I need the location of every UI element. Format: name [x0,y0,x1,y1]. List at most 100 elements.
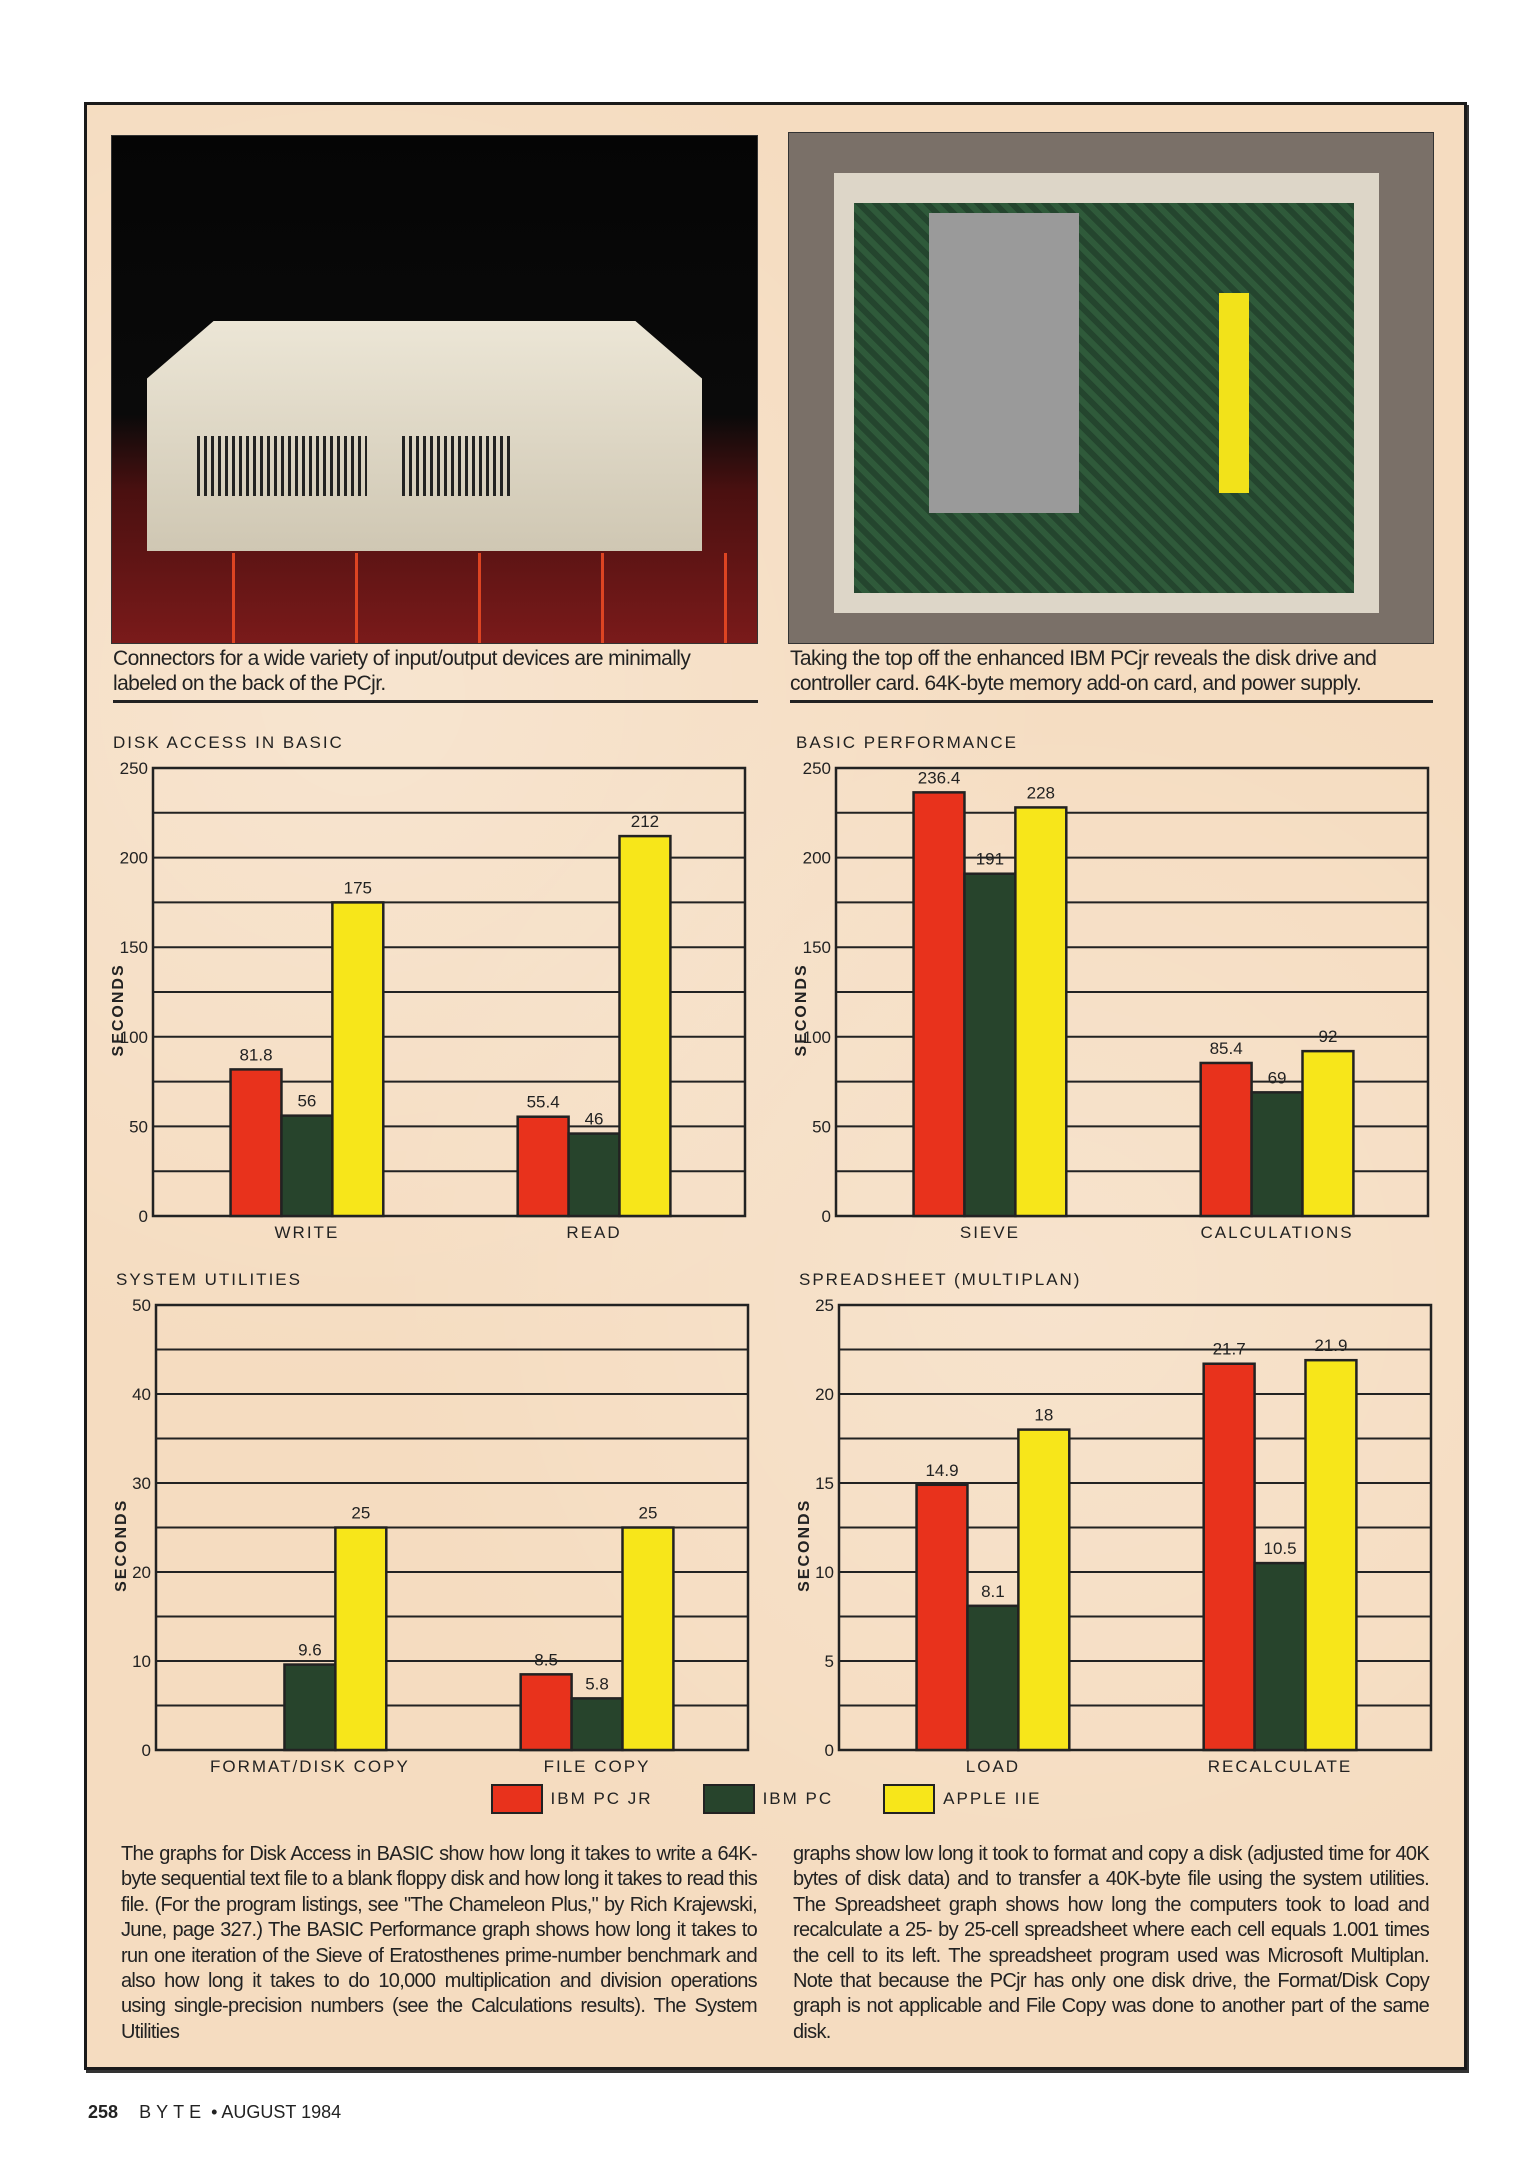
legend-swatch [702,1784,755,1814]
data-label: 92 [1318,1027,1337,1046]
disk-access-chart: DISK ACCESS IN BASIC 0 50 100 150 200 250 SECON… [110,733,747,1242]
data-label: 21.7 [1213,1340,1246,1359]
y-axis-label: SECONDS [110,963,127,1056]
bar [618,834,672,1218]
plot-frame [837,1303,1433,1752]
y-tick-label: 150 [120,938,148,957]
footer-separator: • [211,2102,218,2122]
data-label: 8.1 [981,1582,1005,1601]
bar [1301,1049,1355,1218]
data-label: 81.8 [239,1045,272,1064]
bar [1199,1061,1253,1218]
bar [229,1068,283,1218]
y-tick-label: 0 [822,1207,831,1226]
bar [1304,1358,1358,1752]
y-tick-label: 0 [825,1741,834,1760]
bar [966,1604,1020,1752]
y-tick-label: 0 [139,1207,148,1226]
bar [1202,1362,1256,1752]
data-label: 56 [297,1092,316,1111]
legend-label: IBM PC JR [550,1789,653,1808]
bar [1250,1091,1304,1218]
bar [334,1526,388,1752]
plot-frame [154,1303,750,1752]
y-tick-label: 30 [132,1474,151,1493]
system-utilities-chart: SYSTEM UTILITIES 0 10 20 30 40 50 SECONDS FORMAT… [113,1270,750,1776]
data-label: 236.4 [918,768,961,787]
body-text-right: graphs show low long it took to format a… [793,1843,1430,2043]
bar [516,1115,570,1218]
bar [1017,1428,1071,1752]
y-tick-label: 50 [812,1117,831,1136]
data-label: 8.5 [534,1650,558,1669]
y-tick-label: 50 [132,1296,151,1315]
category-label: SIEVE [960,1223,1020,1242]
y-tick-label: 200 [803,849,831,868]
data-label: 46 [585,1110,604,1129]
page-number: 258 [88,2102,119,2122]
category-label: LOAD [966,1757,1020,1776]
divider [113,700,758,703]
legend-item-ibm-pc-jr: IBM PC JR [490,1784,653,1814]
data-label: 18 [1034,1406,1053,1425]
magazine-name: BYTE [139,2102,207,2122]
data-label: 9.6 [298,1641,322,1660]
category-label: FORMAT/DISK COPY [210,1757,410,1776]
data-label: 69 [1268,1068,1287,1087]
y-axis-label: SECONDS [796,1499,813,1592]
category-label: RECALCULATE [1208,1757,1353,1776]
y-tick-label: 25 [815,1296,834,1315]
data-label: 21.9 [1314,1336,1347,1355]
bar [570,1697,624,1752]
photo-caption-left: Connectors for a wide variety of input/o… [113,647,691,695]
y-axis-label: SECONDS [113,1499,130,1592]
legend-item-ibm-pc: IBM PC [702,1784,834,1814]
y-tick-label: 200 [120,849,148,868]
y-tick-label: 20 [132,1563,151,1582]
legend-swatch [490,1784,543,1814]
photo-caption-right: Taking the top off the enhanced IBM PCjr… [790,647,1377,695]
pcjr-back-photo [111,135,758,644]
legend-label: APPLE IIE [943,1789,1042,1808]
y-tick-label: 10 [815,1563,834,1582]
legend-swatch [883,1784,936,1814]
bar [280,1114,334,1218]
data-label: 14.9 [925,1461,958,1480]
legend-item-apple-iie: APPLE IIE [883,1784,1041,1814]
y-tick-label: 150 [803,938,831,957]
chart-legend: IBM PC JR IBM PC APPLE IIE [0,1784,1532,1814]
y-tick-label: 5 [825,1652,834,1671]
issue-date: AUGUST 1984 [221,2102,342,2122]
divider [790,700,1433,703]
y-tick-label: 0 [142,1741,151,1760]
page-footer: 258 BYTE • AUGUST 1984 [88,2102,341,2123]
category-label: CALCULATIONS [1200,1223,1353,1242]
spreadsheet-chart: SPREADSHEET (MULTIPLAN) 0 5 10 15 20 25 SECONDS… [796,1270,1433,1776]
bar [1014,806,1068,1218]
pcjr-interior-photo [788,132,1434,644]
bar [519,1673,573,1752]
category-label: WRITE [275,1223,340,1242]
body-text-left: The graphs for Disk Access in BASIC show… [121,1843,758,2043]
plot-frame [151,766,747,1218]
legend-label: IBM PC [762,1789,834,1808]
y-tick-label: 250 [120,759,148,778]
bar [567,1132,621,1218]
data-label: 55.4 [527,1093,560,1112]
y-tick-label: 40 [132,1385,151,1404]
data-label: 85.4 [1210,1039,1243,1058]
bar [331,901,385,1218]
y-tick-label: 250 [803,759,831,778]
y-tick-label: 20 [815,1385,834,1404]
data-label: 5.8 [585,1674,609,1693]
bar [1253,1561,1307,1752]
y-tick-label: 50 [129,1117,148,1136]
y-tick-label: 15 [815,1474,834,1493]
bar [915,1483,969,1752]
data-label: 175 [344,878,372,897]
y-tick-label: 100 [120,1028,148,1047]
chart-title: SYSTEM UTILITIES [116,1270,302,1289]
data-label: 212 [631,812,659,831]
y-tick-label: 10 [132,1652,151,1671]
bar [963,872,1017,1218]
